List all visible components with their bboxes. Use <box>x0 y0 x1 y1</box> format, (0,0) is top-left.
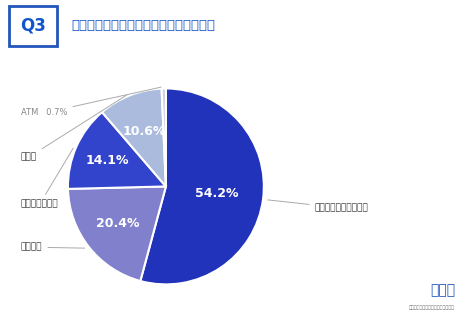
Text: Q3: Q3 <box>20 16 46 34</box>
Text: 銀行窓口: 銀行窓口 <box>21 243 84 252</box>
Text: ATM   0.7%: ATM 0.7% <box>21 87 161 118</box>
FancyBboxPatch shape <box>9 6 57 46</box>
Wedge shape <box>102 88 166 186</box>
Wedge shape <box>68 112 166 189</box>
Text: 自動車税の支払いはどこで行いますか？: 自動車税の支払いはどこで行いますか？ <box>71 19 215 32</box>
Text: コンビニエンスストア: コンビニエンスストア <box>268 200 369 212</box>
Text: 20.4%: 20.4% <box>96 217 140 230</box>
Wedge shape <box>68 186 166 281</box>
Wedge shape <box>140 88 264 284</box>
Text: 14.1%: 14.1% <box>86 154 129 167</box>
Text: 10.6%: 10.6% <box>123 125 166 138</box>
Text: 54.2%: 54.2% <box>195 187 238 200</box>
Text: 旧車王: 旧車王 <box>430 283 455 297</box>
Text: その他: その他 <box>21 95 127 161</box>
Text: インターネット: インターネット <box>21 148 73 209</box>
Wedge shape <box>162 88 166 186</box>
Text: 旧車売買は旧車王にお任せください: 旧車売買は旧車王にお任せください <box>409 305 455 310</box>
